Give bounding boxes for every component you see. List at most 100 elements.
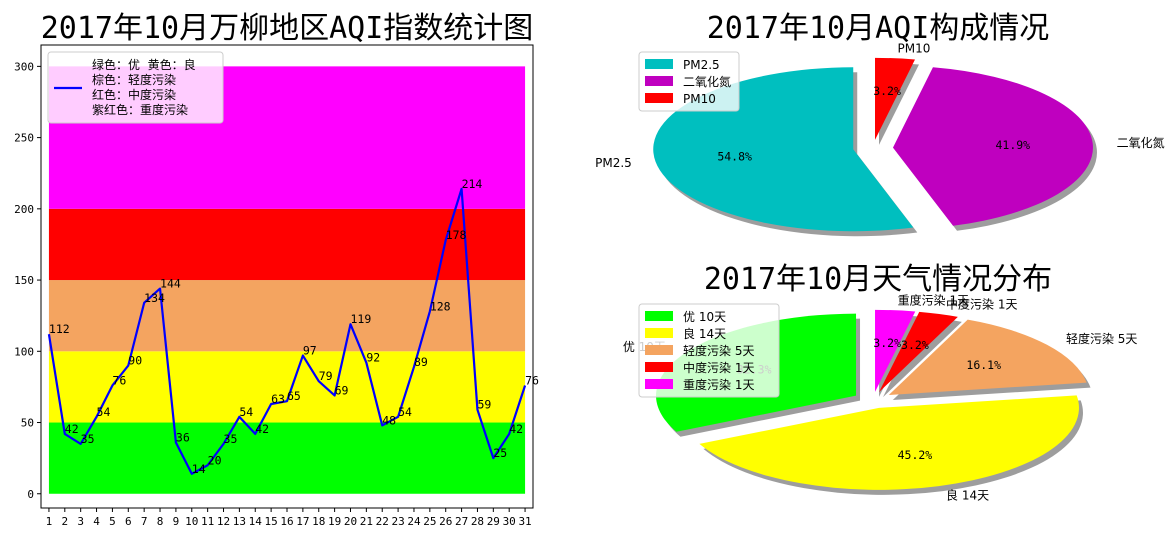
composition-pie-title: 2017年10月AQI构成情况	[707, 11, 1050, 46]
pie-legend-box	[638, 303, 780, 398]
x-tick-label: 3	[77, 515, 84, 528]
pie-slice-pct: 54.8%	[717, 150, 752, 164]
data-label: 54	[97, 405, 111, 419]
aqi-bands	[48, 66, 526, 494]
line-chart-legend: 绿色：优 黄色：良 棕色：轻度污染 红色：中度污染 紫红色：重度污染	[47, 51, 224, 124]
pie-slice-pct: 3.2%	[873, 336, 901, 350]
pie-legend-swatch	[645, 93, 673, 103]
pie-legend-swatch	[645, 59, 673, 69]
legend-line-3: 红色：中度污染	[92, 87, 176, 102]
data-label: 97	[303, 344, 317, 358]
pie-slice	[878, 311, 958, 393]
legend-line-1: 绿色：优 黄色：良	[92, 57, 196, 72]
x-tick-label: 21	[360, 515, 373, 528]
data-label: 76	[112, 373, 126, 387]
data-label: 214	[462, 177, 483, 191]
pie-legend-label: 中度污染 1天	[683, 360, 754, 375]
x-tick-label: 23	[391, 515, 404, 528]
data-label: 92	[366, 351, 380, 365]
y-tick-label: 50	[21, 417, 34, 430]
x-tick-label: 14	[249, 515, 263, 528]
pie-slice	[875, 309, 916, 392]
pie-slice	[699, 395, 1079, 490]
data-label: 25	[493, 446, 507, 460]
pie-legend-swatch	[645, 379, 673, 389]
pie-slice-pct: 16.1%	[966, 358, 1001, 372]
pie-slice-pct: 3.2%	[901, 338, 929, 352]
data-label: 14	[192, 462, 206, 476]
data-label: 63	[271, 392, 285, 406]
pie-legend-swatch	[645, 311, 673, 321]
aqi-composition-pie: 2017年10月AQI构成情况 54.8% PM2.5 41.9% 二氧化氮 3.2% P…	[595, 11, 1165, 237]
pie-slice-pct: 45.2%	[898, 448, 933, 462]
x-axis-ticks: 1 2 3 4 5 6 7 8 9 10 11 12 13 14 15 16 17 18 19 20 21 22 23 24 2…	[46, 508, 532, 528]
pie-slice-pct: 3.2%	[873, 84, 901, 98]
pie-slice-pct: 41.9%	[995, 138, 1030, 152]
pie-legend-label: 二氧化氮	[683, 74, 731, 89]
pie-legend-label: 优 10天	[683, 310, 726, 324]
data-label: 119	[350, 312, 371, 326]
data-label: 65	[287, 389, 301, 403]
x-tick-label: 8	[157, 515, 164, 528]
data-label: 79	[319, 369, 333, 383]
x-tick-label: 7	[141, 515, 148, 528]
aqi-band-0	[48, 422, 526, 494]
data-label: 90	[128, 354, 142, 368]
pie-slice-label: PM10	[898, 41, 931, 55]
pie-legend-swatch	[645, 362, 673, 372]
pie-legend-label: 重度污染 1天	[683, 377, 754, 392]
data-label: 59	[477, 398, 491, 412]
pie-slice-label: 二氧化氮	[1117, 135, 1165, 150]
pie-slice-label: 重度污染 1天	[898, 292, 969, 307]
data-label: 35	[81, 432, 95, 446]
aqi-series-line	[47, 187, 527, 475]
aqi-band-3	[48, 208, 526, 281]
pie-slice	[888, 319, 1087, 395]
x-tick-label: 12	[217, 515, 230, 528]
data-label: 36	[176, 430, 190, 444]
pie-slice-shadow	[882, 316, 962, 398]
data-label: 112	[49, 322, 70, 336]
y-tick-label: 300	[14, 60, 34, 73]
x-tick-label: 17	[296, 515, 309, 528]
x-tick-label: 19	[328, 515, 341, 528]
x-tick-label: 26	[439, 515, 452, 528]
x-tick-label: 25	[423, 515, 436, 528]
x-tick-label: 9	[173, 515, 180, 528]
pie-legend-label: 轻度污染 5天	[683, 343, 754, 358]
x-tick-label: 5	[109, 515, 116, 528]
data-label: 48	[382, 413, 396, 427]
x-tick-label: 18	[312, 515, 325, 528]
pie-legend-swatch	[645, 76, 673, 86]
x-tick-label: 2	[61, 515, 68, 528]
data-label: 69	[335, 383, 349, 397]
weather-distribution-pie: 2017年10月天气情况分布 32.3%优 10天45.2%良 14天16.1%…	[623, 262, 1138, 502]
pie-slice	[875, 57, 915, 140]
x-tick-label: 24	[407, 515, 421, 528]
legend-line-2: 棕色：轻度污染	[92, 72, 176, 87]
data-label: 54	[239, 405, 253, 419]
x-tick-label: 22	[376, 515, 389, 528]
legend-box	[47, 51, 224, 124]
data-label: 178	[446, 228, 467, 242]
pie-slice-label: 轻度污染 5天	[1066, 331, 1137, 346]
pie-legend-label: 良 14天	[683, 326, 726, 341]
y-tick-label: 200	[14, 203, 34, 216]
x-tick-label: 28	[471, 515, 484, 528]
data-label: 128	[430, 299, 451, 313]
x-tick-label: 4	[93, 515, 100, 528]
x-tick-label: 30	[503, 515, 516, 528]
x-tick-label: 1	[46, 515, 53, 528]
data-label: 76	[525, 373, 539, 387]
pie-legend-label: PM2.5	[683, 58, 720, 72]
y-tick-label: 100	[14, 345, 34, 358]
x-tick-label: 16	[280, 515, 293, 528]
composition-pie-slices: 54.8% PM2.5 41.9% 二氧化氮 3.2% PM10	[595, 41, 1165, 237]
pie-slice	[892, 67, 1093, 226]
data-label: 20	[208, 453, 222, 467]
y-tick-label: 0	[27, 488, 34, 501]
